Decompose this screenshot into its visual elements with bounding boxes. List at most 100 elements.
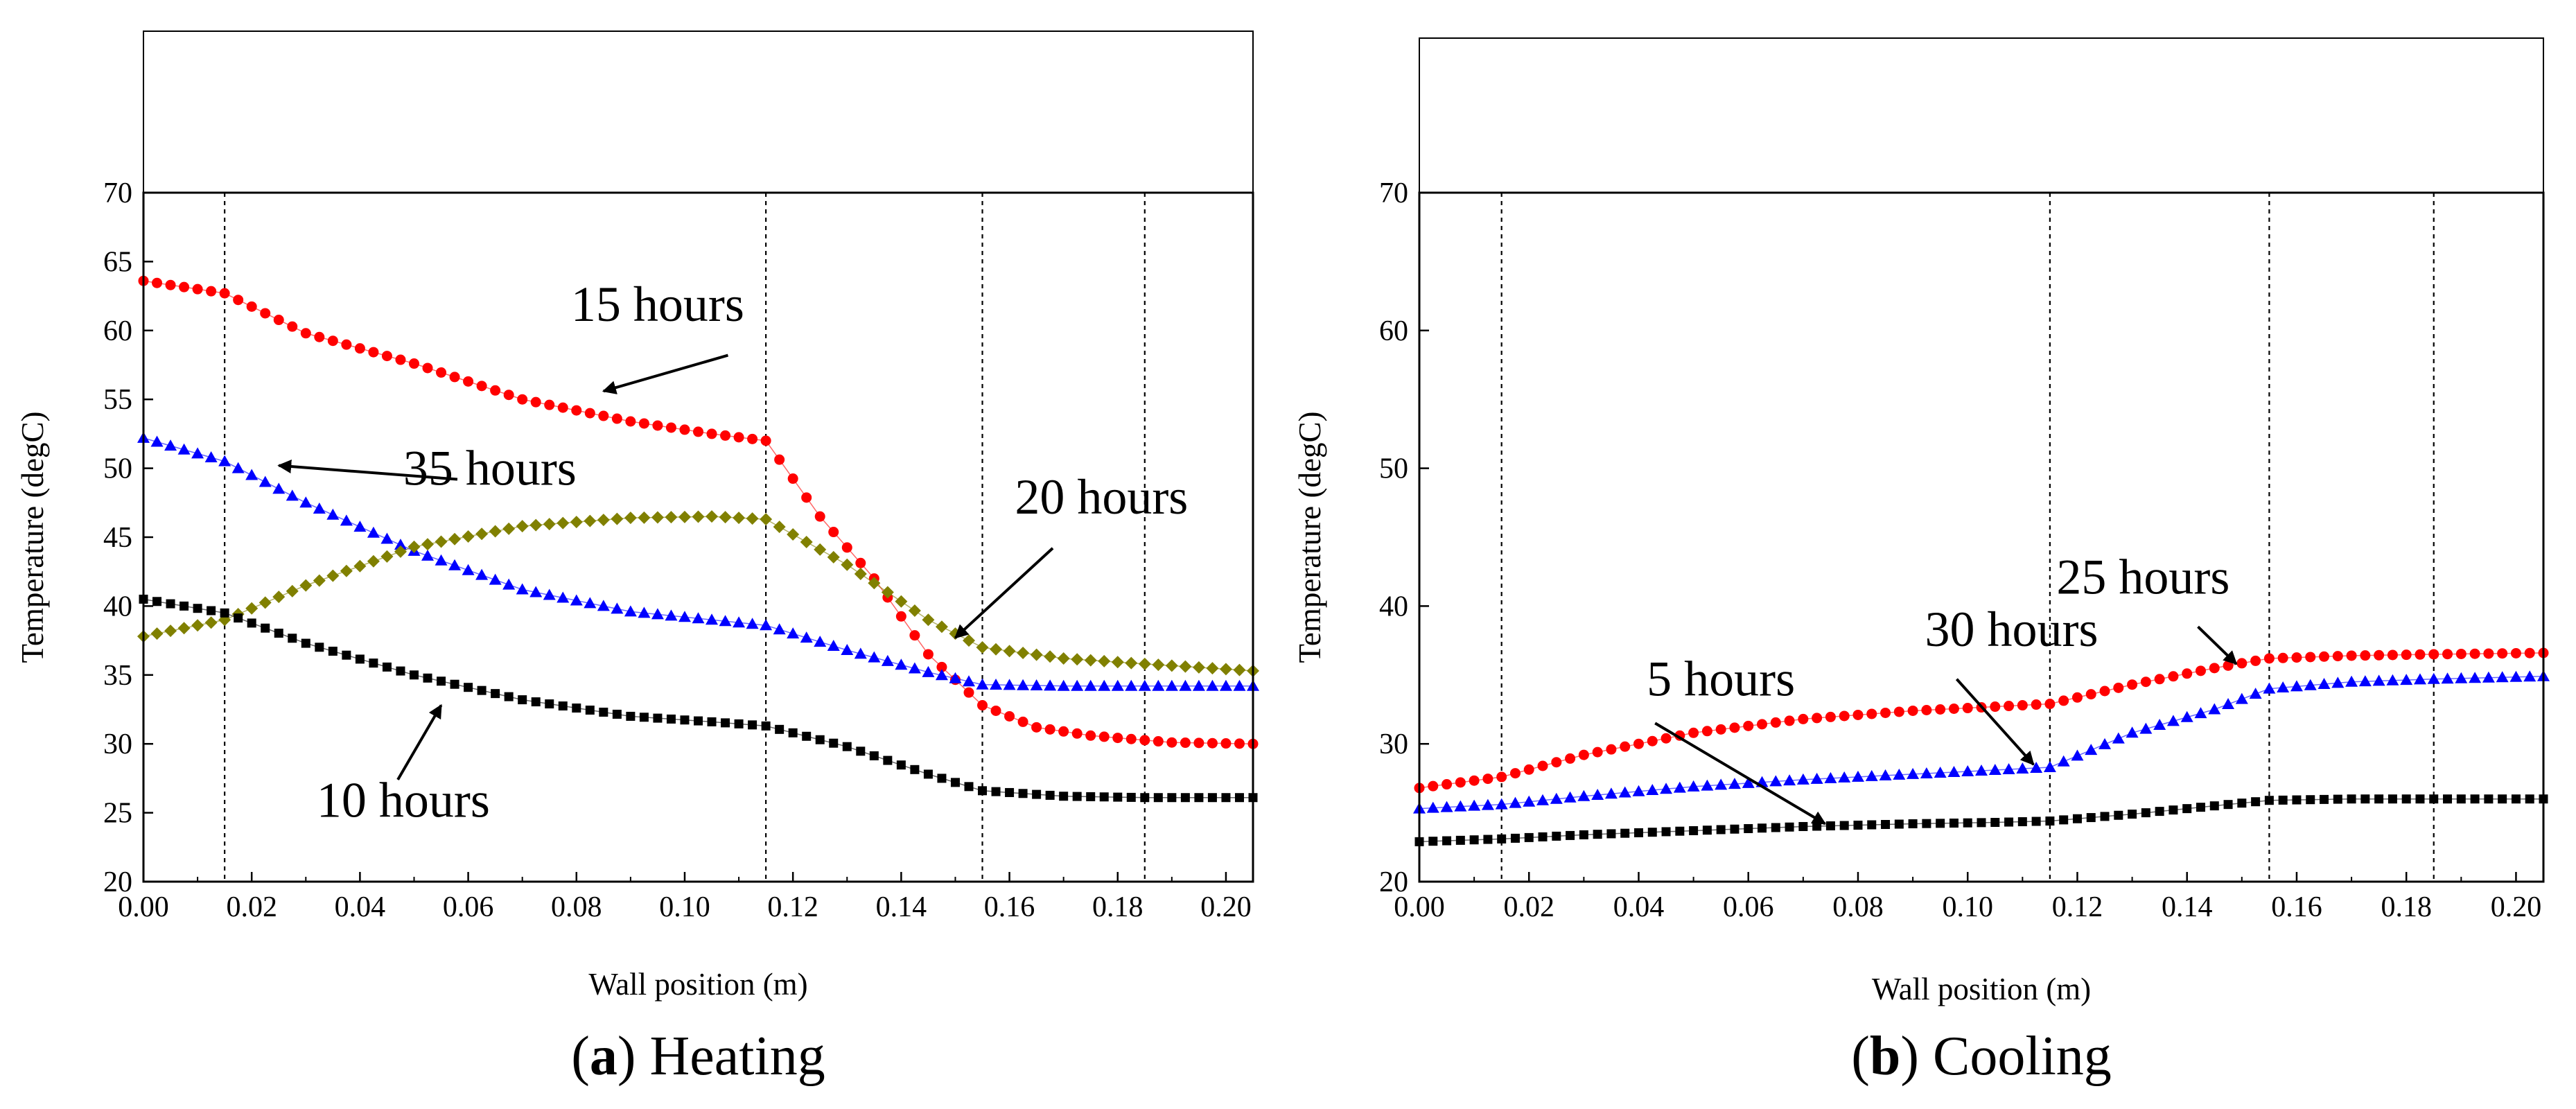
data-point	[2057, 755, 2070, 767]
data-point	[2496, 671, 2509, 683]
data-point	[585, 705, 595, 715]
data-point	[881, 654, 894, 666]
data-point	[177, 443, 191, 455]
data-point	[1935, 704, 1946, 715]
data-point	[2208, 703, 2221, 715]
data-point	[1729, 722, 1740, 733]
data-point	[435, 554, 448, 566]
data-point	[1071, 653, 1084, 666]
data-point	[1538, 832, 1548, 841]
data-point	[315, 643, 324, 652]
data-point	[611, 602, 624, 614]
data-point	[680, 715, 690, 725]
wall-cross-section	[1419, 37, 2544, 193]
data-point	[855, 557, 866, 568]
data-point	[815, 735, 825, 744]
data-point	[977, 700, 988, 711]
data-point	[936, 661, 947, 672]
data-point	[2509, 670, 2523, 682]
data-point	[435, 535, 448, 548]
y-axis-label: Temperature (degC)	[1293, 412, 1327, 663]
y-tick-label: 40	[1379, 591, 1408, 622]
data-point	[2071, 749, 2084, 761]
data-point	[895, 595, 908, 608]
data-point	[733, 512, 746, 525]
data-point	[1730, 824, 1740, 834]
data-point	[1620, 828, 1630, 838]
data-point	[421, 538, 435, 551]
data-point	[367, 526, 380, 538]
grid-and-boundaries	[1500, 193, 2435, 882]
series-square	[139, 594, 1258, 803]
data-point	[626, 711, 636, 721]
data-point	[1524, 832, 1534, 842]
data-point	[1125, 656, 1138, 670]
data-point	[597, 600, 610, 611]
data-point	[2072, 814, 2082, 823]
data-point	[193, 604, 202, 613]
data-point	[218, 455, 231, 466]
data-point	[638, 606, 651, 618]
data-point	[529, 586, 543, 597]
data-point	[1509, 768, 1521, 779]
data-point	[2523, 670, 2536, 682]
data-point	[299, 579, 313, 592]
annotation-label: 5 hours	[1647, 652, 1795, 707]
data-point	[2443, 794, 2453, 804]
data-point	[557, 516, 570, 530]
data-point	[679, 424, 690, 435]
data-point	[272, 482, 286, 494]
data-point	[1018, 789, 1028, 798]
data-point	[2071, 692, 2083, 703]
data-point	[1743, 720, 1754, 731]
data-point	[1180, 737, 1191, 749]
data-point	[1646, 784, 1659, 796]
data-point	[1633, 738, 1644, 749]
data-point	[2511, 794, 2521, 804]
data-point	[421, 549, 435, 561]
data-point	[1661, 827, 1671, 837]
data-point	[760, 513, 773, 526]
data-point	[1510, 833, 1520, 843]
data-point	[1839, 821, 1849, 830]
data-point	[733, 616, 746, 628]
data-point	[516, 520, 529, 533]
data-point	[463, 376, 474, 387]
data-point	[1031, 722, 1042, 733]
caption-text: Heating	[650, 1026, 825, 1087]
data-point	[678, 611, 691, 622]
data-point	[1949, 819, 1959, 828]
data-point	[1947, 765, 1961, 777]
data-point	[2016, 762, 2029, 774]
data-point	[1812, 821, 1822, 831]
data-point	[1716, 825, 1726, 835]
data-point	[2140, 676, 2151, 688]
y-tick-label: 20	[1379, 866, 1408, 898]
data-point	[2126, 726, 2139, 738]
data-point	[2222, 698, 2235, 710]
data-point	[935, 620, 948, 634]
annotation-label: 25 hours	[2056, 550, 2229, 605]
data-point	[369, 658, 378, 668]
data-point	[2413, 673, 2426, 685]
data-point	[2223, 660, 2234, 671]
data-point	[287, 321, 298, 332]
data-point	[489, 525, 502, 538]
data-point	[1606, 744, 1617, 755]
data-point	[1005, 787, 1015, 797]
data-point	[937, 774, 947, 783]
data-point	[544, 399, 555, 410]
data-point	[801, 492, 812, 503]
data-point	[408, 358, 419, 369]
data-point	[449, 372, 460, 383]
data-point	[1057, 652, 1070, 665]
data-point	[2317, 678, 2331, 690]
data-point	[2332, 651, 2343, 662]
annotation-arrow	[2197, 625, 2238, 665]
data-point	[1853, 820, 1863, 830]
data-point	[2237, 798, 2247, 808]
data-point	[2470, 794, 2480, 804]
data-point	[2345, 675, 2358, 687]
